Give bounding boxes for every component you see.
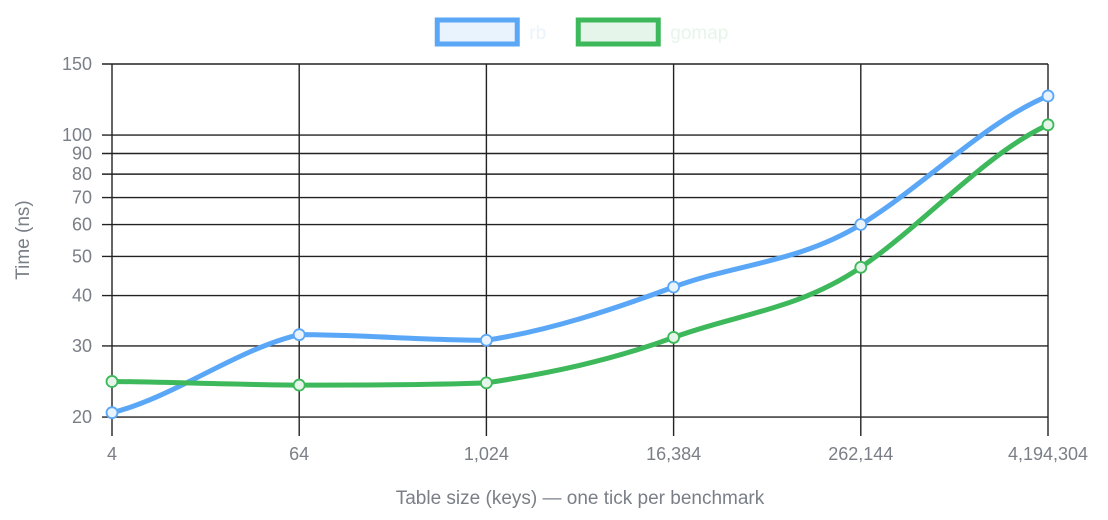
y-tick-label: 40	[72, 286, 92, 306]
data-point-gomap[interactable]	[105, 375, 119, 388]
series-line-gomap	[109, 122, 1051, 388]
legend-label-gomap[interactable]: gomap	[670, 23, 728, 44]
data-point-gomap[interactable]	[854, 260, 868, 274]
y-tick-label: 100	[62, 125, 92, 145]
series-line-rb	[109, 93, 1051, 416]
data-point-gomap[interactable]	[479, 376, 493, 390]
data-point-rb[interactable]	[667, 280, 680, 294]
y-tick-label: 20	[72, 407, 92, 427]
y-tick-label: 50	[72, 246, 92, 266]
x-tick-label: 4	[107, 444, 117, 464]
x-tick-label: 64	[289, 444, 309, 464]
y-tick-label: 150	[62, 54, 92, 74]
legend-label-rb[interactable]: rb	[529, 23, 546, 44]
data-point-gomap[interactable]	[667, 331, 680, 344]
x-tick-label: 4,194,304	[1008, 444, 1088, 464]
data-point-gomap[interactable]	[1041, 118, 1055, 132]
legend[interactable]: rb gomap	[434, 17, 728, 47]
x-tick-label: 16,384	[646, 444, 701, 464]
data-point-gomap[interactable]	[292, 378, 306, 392]
y-tick-label: 70	[72, 188, 92, 208]
legend-swatch-gomap[interactable]	[575, 17, 661, 47]
x-tick-label: 1,024	[464, 444, 509, 464]
y-tick-label: 80	[72, 164, 92, 184]
legend-swatch-rb[interactable]	[434, 17, 520, 47]
data-point-rb[interactable]	[479, 333, 493, 347]
data-point-rb[interactable]	[105, 406, 119, 420]
y-axis-title: Time (ns)	[13, 200, 34, 280]
data-point-rb[interactable]	[292, 328, 306, 342]
x-axis-title: Table size (keys) — one tick per benchma…	[396, 488, 765, 509]
y-tick-label: 30	[72, 336, 92, 356]
grid	[102, 63, 1049, 436]
data-point-rb[interactable]	[854, 218, 868, 231]
series	[105, 89, 1055, 420]
y-tick-label: 90	[72, 143, 92, 163]
x-tick-label: 262,144	[828, 444, 893, 464]
y-tick-label: 60	[72, 215, 92, 235]
data-point-rb[interactable]	[1041, 89, 1055, 103]
